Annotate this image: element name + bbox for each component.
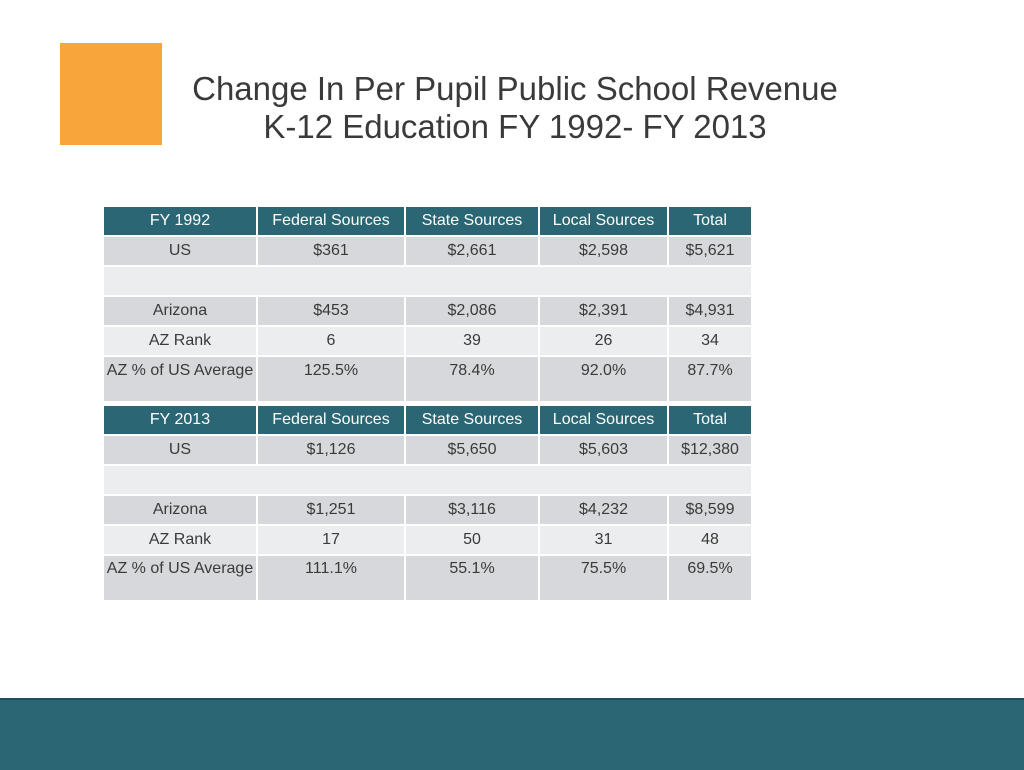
table-cell: Arizona <box>104 496 256 524</box>
table-row-blank <box>104 466 751 494</box>
table-cell: $2,598 <box>540 237 667 265</box>
slide-title: Change In Per Pupil Public School Revenu… <box>165 70 865 146</box>
table-cell: 17 <box>258 526 404 554</box>
table-cell: 111.1% <box>258 556 404 600</box>
title-line-2: K-12 Education FY 1992- FY 2013 <box>263 108 767 145</box>
table-cell: 92.0% <box>540 357 667 401</box>
revenue-table-fy1992: FY 1992 Federal Sources State Sources Lo… <box>102 205 753 403</box>
table-cell: $2,661 <box>406 237 538 265</box>
title-line-1: Change In Per Pupil Public School Revenu… <box>192 70 838 107</box>
table-header-row: FY 1992 Federal Sources State Sources Lo… <box>104 207 751 235</box>
table-cell: AZ % of US Average <box>104 357 256 401</box>
header-cell: Total <box>669 207 751 235</box>
footer-bar <box>0 698 1024 770</box>
table-cell: Arizona <box>104 297 256 325</box>
table-row-az-percent: AZ % of US Average 111.1% 55.1% 75.5% 69… <box>104 556 751 600</box>
table-cell: US <box>104 237 256 265</box>
header-cell: State Sources <box>406 406 538 434</box>
header-cell: State Sources <box>406 207 538 235</box>
table-cell: $5,621 <box>669 237 751 265</box>
table-cell: 55.1% <box>406 556 538 600</box>
table-cell: $5,603 <box>540 436 667 464</box>
table-cell: $361 <box>258 237 404 265</box>
table-row-blank <box>104 267 751 295</box>
table-cell: $4,931 <box>669 297 751 325</box>
header-cell: FY 1992 <box>104 207 256 235</box>
table-cell: 31 <box>540 526 667 554</box>
table-cell: 87.7% <box>669 357 751 401</box>
table-cell: 78.4% <box>406 357 538 401</box>
table-cell: 75.5% <box>540 556 667 600</box>
table-cell: 34 <box>669 327 751 355</box>
table-cell: $8,599 <box>669 496 751 524</box>
header-cell: Local Sources <box>540 207 667 235</box>
accent-square <box>60 43 162 145</box>
table-cell: AZ % of US Average <box>104 556 256 600</box>
table-cell: $2,086 <box>406 297 538 325</box>
table-cell-empty <box>104 466 751 494</box>
table-cell: $3,116 <box>406 496 538 524</box>
table-cell: 125.5% <box>258 357 404 401</box>
table-row-az-rank: AZ Rank 17 50 31 48 <box>104 526 751 554</box>
table-row-az-rank: AZ Rank 6 39 26 34 <box>104 327 751 355</box>
table-header-row: FY 2013 Federal Sources State Sources Lo… <box>104 406 751 434</box>
table-cell: AZ Rank <box>104 526 256 554</box>
table-cell: 6 <box>258 327 404 355</box>
table-cell: AZ Rank <box>104 327 256 355</box>
header-cell: Federal Sources <box>258 406 404 434</box>
header-cell: Total <box>669 406 751 434</box>
table-cell-empty <box>104 267 751 295</box>
header-cell: Local Sources <box>540 406 667 434</box>
table-cell: 48 <box>669 526 751 554</box>
table-row-arizona: Arizona $1,251 $3,116 $4,232 $8,599 <box>104 496 751 524</box>
table-cell: $5,650 <box>406 436 538 464</box>
table-cell: $4,232 <box>540 496 667 524</box>
table-cell: $1,251 <box>258 496 404 524</box>
header-cell: FY 2013 <box>104 406 256 434</box>
table-cell: $12,380 <box>669 436 751 464</box>
table-cell: 69.5% <box>669 556 751 600</box>
revenue-table-fy2013: FY 2013 Federal Sources State Sources Lo… <box>102 404 753 602</box>
header-cell: Federal Sources <box>258 207 404 235</box>
table-cell: 50 <box>406 526 538 554</box>
table-cell: $2,391 <box>540 297 667 325</box>
table-cell: $1,126 <box>258 436 404 464</box>
table-cell: 39 <box>406 327 538 355</box>
table-cell: US <box>104 436 256 464</box>
table-row-az-percent: AZ % of US Average 125.5% 78.4% 92.0% 87… <box>104 357 751 401</box>
table-row-arizona: Arizona $453 $2,086 $2,391 $4,931 <box>104 297 751 325</box>
table-row-us: US $1,126 $5,650 $5,603 $12,380 <box>104 436 751 464</box>
table-cell: $453 <box>258 297 404 325</box>
table-cell: 26 <box>540 327 667 355</box>
table-row-us: US $361 $2,661 $2,598 $5,621 <box>104 237 751 265</box>
